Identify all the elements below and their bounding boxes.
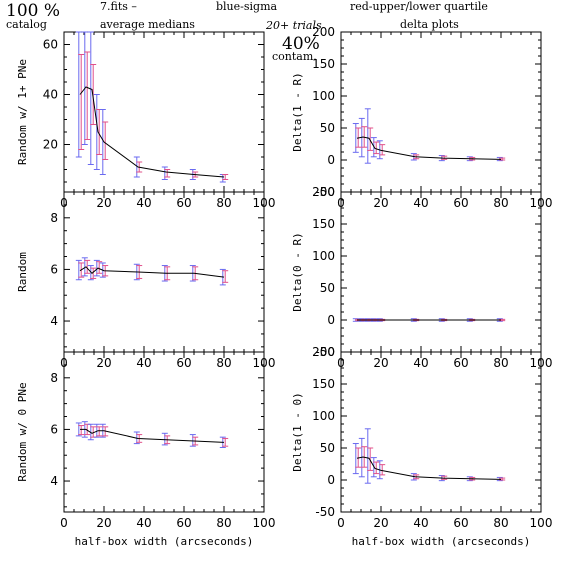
y-tick-label: 150 bbox=[312, 57, 335, 71]
median-line bbox=[79, 266, 225, 278]
plot-frame bbox=[340, 31, 542, 193]
y-tick-label: 20 bbox=[43, 138, 58, 152]
x-axis-label: half-box width (arcseconds) bbox=[75, 535, 254, 548]
y-tick-label: 0 bbox=[327, 313, 335, 327]
y-tick-label: 100 bbox=[312, 89, 335, 103]
x-tick-label: 60 bbox=[453, 356, 468, 370]
header-pct-catalog: 100 % bbox=[6, 1, 60, 21]
x-tick-label: 40 bbox=[413, 196, 428, 210]
x-tick-label: 60 bbox=[453, 516, 468, 530]
x-tick-label: 80 bbox=[216, 516, 231, 530]
x-tick-label: 100 bbox=[253, 516, 276, 530]
x-tick-label: 80 bbox=[216, 196, 231, 210]
header-catalog: catalog bbox=[6, 18, 47, 31]
x-tick-label: 100 bbox=[530, 516, 553, 530]
x-tick-label: 60 bbox=[176, 356, 191, 370]
y-tick-label: 50 bbox=[320, 441, 335, 455]
median-line bbox=[356, 456, 502, 480]
x-tick-label: 80 bbox=[493, 356, 508, 370]
panel-p3: 0 20 40 60 80 100 4 6 8 Random w/ 0 PNe half-box w… bbox=[16, 351, 276, 548]
y-tick-label: 60 bbox=[43, 38, 58, 52]
y-tick-label: 4 bbox=[50, 314, 58, 328]
median-line bbox=[356, 136, 502, 160]
y-tick-label: 150 bbox=[312, 217, 335, 231]
x-tick-label: 40 bbox=[413, 356, 428, 370]
y-axis-label: Random w/ 0 PNe bbox=[16, 382, 29, 481]
x-tick-label: 20 bbox=[373, 356, 388, 370]
header-red-quartile: red-upper/lower quartile bbox=[350, 0, 488, 13]
y-tick-label: 100 bbox=[312, 249, 335, 263]
y-tick-label: 6 bbox=[50, 262, 58, 276]
x-tick-label: 60 bbox=[176, 516, 191, 530]
x-tick-label: 60 bbox=[176, 196, 191, 210]
y-tick-label: 8 bbox=[50, 211, 58, 225]
y-axis-label: Random w/ 1+ PNe bbox=[16, 59, 29, 165]
x-tick-label: 20 bbox=[96, 196, 111, 210]
y-tick-label: 0 bbox=[327, 153, 335, 167]
y-tick-label: -50 bbox=[315, 185, 335, 199]
x-tick-label: 60 bbox=[453, 196, 468, 210]
y-tick-label: 200 bbox=[312, 185, 335, 199]
x-axis-label: half-box width (arcseconds) bbox=[352, 535, 531, 548]
y-tick-label: 50 bbox=[320, 281, 335, 295]
y-tick-label: 50 bbox=[320, 121, 335, 135]
plot-frame bbox=[340, 351, 542, 513]
header-pct-contam: 40% bbox=[282, 34, 320, 54]
median-line bbox=[80, 428, 225, 443]
x-tick-label: 20 bbox=[96, 516, 111, 530]
y-tick-label: 200 bbox=[312, 25, 335, 39]
y-axis-label: Delta(1 - 0) bbox=[291, 392, 304, 471]
x-tick-label: 40 bbox=[136, 356, 151, 370]
header-fits: 7.fits – bbox=[100, 0, 137, 13]
x-tick-label: 80 bbox=[493, 516, 508, 530]
y-tick-label: 100 bbox=[312, 409, 335, 423]
header-blue-sigma: blue-sigma bbox=[216, 0, 278, 13]
header-contam: contam. bbox=[272, 50, 317, 63]
y-tick-label: 6 bbox=[50, 422, 58, 436]
header-trials: 20+ trials bbox=[265, 19, 322, 32]
y-tick-label: 8 bbox=[50, 371, 58, 385]
x-tick-label: 20 bbox=[96, 356, 111, 370]
y-tick-label: -50 bbox=[315, 345, 335, 359]
y-tick-label: 4 bbox=[50, 474, 58, 488]
y-axis-label: Random bbox=[16, 252, 29, 292]
x-tick-label: 40 bbox=[136, 196, 151, 210]
x-tick-label: 0 bbox=[337, 516, 345, 530]
plot-frame bbox=[340, 191, 542, 353]
y-tick-label: 0 bbox=[327, 473, 335, 487]
x-tick-label: 80 bbox=[216, 356, 231, 370]
x-tick-label: 40 bbox=[136, 516, 151, 530]
plot-frame bbox=[63, 31, 265, 193]
x-tick-label: 20 bbox=[373, 196, 388, 210]
median-line bbox=[79, 86, 225, 178]
y-axis-label: Delta(1 - R) bbox=[291, 72, 304, 151]
x-tick-label: 40 bbox=[413, 516, 428, 530]
y-tick-label: 150 bbox=[312, 377, 335, 391]
x-tick-label: 0 bbox=[60, 516, 68, 530]
x-tick-label: 80 bbox=[493, 196, 508, 210]
x-tick-label: 20 bbox=[373, 516, 388, 530]
y-tick-label: 200 bbox=[312, 345, 335, 359]
y-axis-label: Delta(0 - R) bbox=[291, 232, 304, 311]
y-tick-label: -50 bbox=[315, 505, 335, 519]
header-delta-plots: delta plots bbox=[400, 18, 459, 31]
header-average-medians: average medians bbox=[100, 18, 195, 31]
y-tick-label: 40 bbox=[43, 88, 58, 102]
figure-header: 100 % catalog 7.fits – average medians b… bbox=[6, 0, 488, 63]
